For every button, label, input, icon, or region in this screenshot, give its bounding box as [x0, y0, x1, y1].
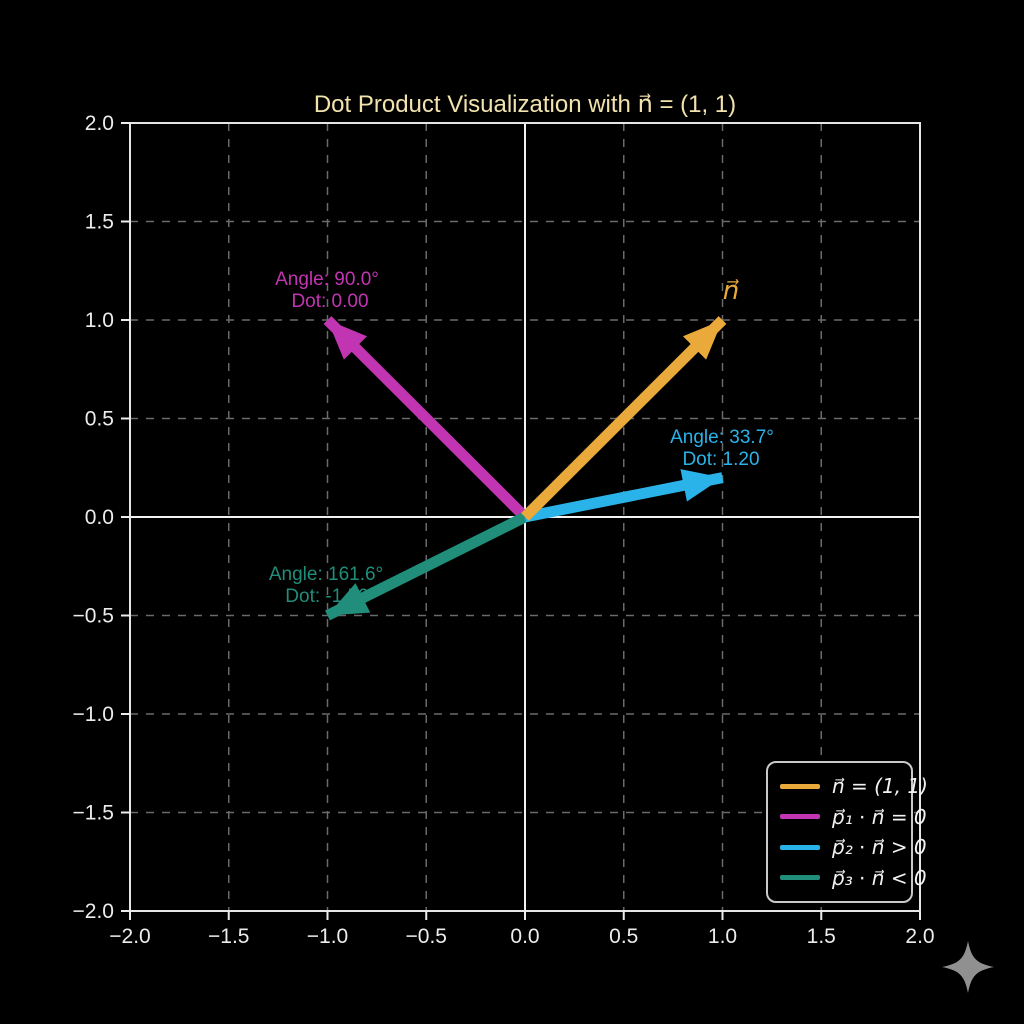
sparkle-icon — [942, 941, 994, 993]
legend-item-n: n⃗ = (1, 1) — [780, 774, 928, 798]
y-tick-label: 0.0 — [85, 506, 114, 529]
legend-label-p2: p⃗₂ ⋅ n⃗ > 0 — [832, 835, 927, 860]
x-tick-labels: −2.0 −1.5 −1.0 −0.5 0.0 0.5 1.0 1.5 2.0 — [109, 925, 934, 948]
annotation-p2: Angle: 33.7° Dot: 1.20 — [670, 427, 774, 470]
y-tick-label: −1.5 — [73, 802, 114, 825]
y-tick-label: −0.5 — [73, 605, 114, 628]
legend-swatch-p1 — [780, 814, 820, 820]
vector-n-arrow — [521, 316, 727, 521]
x-tick-label: −2.0 — [109, 925, 150, 948]
annotation-p2-angle: Angle: 33.7° — [670, 427, 774, 448]
x-tick-label: 1.5 — [807, 925, 836, 948]
legend-label-n: n⃗ = (1, 1) — [832, 774, 928, 798]
annotation-p1: Angle: 90.0° Dot: 0.00 — [275, 269, 379, 312]
y-tick-label: 2.0 — [85, 112, 114, 135]
legend-item-p2: p⃗₂ ⋅ n⃗ > 0 — [780, 835, 927, 859]
x-tick-label: −1.0 — [307, 925, 348, 948]
y-tick-label: −1.0 — [73, 703, 114, 726]
vector-p2-arrow — [523, 469, 724, 523]
y-tick-labels: 2.0 1.5 1.0 0.5 0.0 −0.5 −1.0 −1.5 −2.0 — [73, 112, 114, 923]
legend-item-p3: p⃗₃ ⋅ n⃗ < 0 — [780, 866, 927, 890]
vector-p3-arrow — [325, 512, 528, 621]
y-tick-label: 1.5 — [85, 211, 114, 234]
grid — [130, 123, 920, 911]
x-tick-label: −0.5 — [406, 925, 447, 948]
x-tick-marks — [129, 911, 921, 920]
legend: n⃗ = (1, 1) p⃗₁ ⋅ n⃗ = 0 p⃗₂ ⋅ n⃗ > 0 p⃗… — [766, 761, 928, 903]
x-tick-label: 0.5 — [609, 925, 638, 948]
chart-title: Dot Product Visualization with n⃗ = (1, … — [314, 91, 736, 118]
y-tick-label: 1.0 — [85, 309, 114, 332]
legend-swatch-p3 — [780, 875, 820, 881]
legend-swatch-n — [780, 783, 820, 789]
y-tick-marks — [121, 122, 130, 912]
legend-item-p1: p⃗₁ ⋅ n⃗ = 0 — [780, 805, 927, 829]
annotation-p1-angle: Angle: 90.0° — [275, 269, 379, 290]
annotation-p2-dot: Dot: 1.20 — [682, 449, 759, 470]
vector-n-label: n⃗ — [723, 276, 740, 306]
annotation-p1-dot: Dot: 0.00 — [291, 291, 368, 312]
legend-swatch-p2 — [780, 844, 820, 850]
x-tick-label: 2.0 — [905, 925, 934, 948]
vector-p1-arrow — [323, 316, 529, 521]
x-tick-label: 0.0 — [510, 925, 539, 948]
y-tick-label: 0.5 — [85, 408, 114, 431]
legend-label-p1: p⃗₁ ⋅ n⃗ = 0 — [832, 804, 927, 829]
y-tick-label: −2.0 — [73, 900, 114, 923]
x-tick-label: 1.0 — [708, 925, 737, 948]
legend-label-p3: p⃗₃ ⋅ n⃗ < 0 — [832, 865, 927, 890]
annotation-p3-angle: Angle: 161.6° — [269, 564, 383, 585]
x-tick-label: −1.5 — [208, 925, 249, 948]
